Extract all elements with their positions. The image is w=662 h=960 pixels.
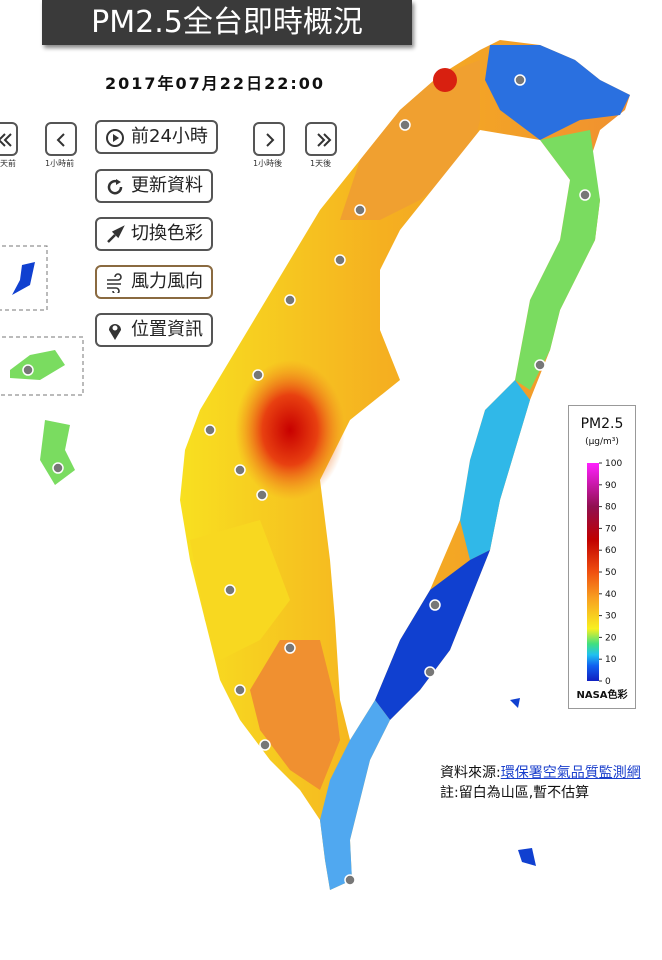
- matsu-box: [0, 245, 48, 311]
- hotspot-north: [433, 68, 457, 92]
- mountain-white: [320, 130, 570, 740]
- legend-tick-label: 10: [605, 655, 617, 665]
- nav-next-day[interactable]: [305, 122, 337, 156]
- east-green: [515, 130, 600, 390]
- button-label: 風力風向: [131, 271, 203, 292]
- button-label: 切換色彩: [131, 223, 203, 244]
- nav-next-hour[interactable]: [253, 122, 285, 156]
- past-24h-button[interactable]: 前24小時: [95, 120, 218, 154]
- nav-label: 1天後: [310, 159, 332, 168]
- nav-label: 天前: [0, 159, 16, 168]
- legend-tick-label: 100: [605, 459, 622, 469]
- nav-label: 1小時後: [253, 159, 283, 168]
- islands-box: [0, 336, 84, 396]
- legend-tick-label: 0: [605, 677, 611, 687]
- east-cyan: [460, 380, 530, 560]
- legend-tick-label: 90: [605, 481, 617, 491]
- timestamp: 2017年07月22日22:00: [105, 74, 325, 93]
- icon: [106, 129, 124, 147]
- south-lightblue: [320, 700, 390, 890]
- button-label: 更新資料: [131, 175, 203, 196]
- legend-tick-label: 50: [605, 568, 617, 578]
- icon: [0, 133, 12, 147]
- source: 資料來源:環保署空氣品質監測網: [440, 762, 641, 782]
- southeast-blue: [375, 550, 490, 720]
- legend-tick-label: 40: [605, 590, 617, 600]
- icon: [107, 225, 125, 243]
- southwest-yellow: [190, 520, 290, 660]
- location-button[interactable]: 位置資訊: [95, 313, 213, 347]
- refresh-button[interactable]: 更新資料: [95, 169, 213, 203]
- stations: [22, 74, 591, 886]
- kinmen: [10, 350, 65, 380]
- color-bar: [587, 463, 599, 681]
- wind-button[interactable]: 風力風向: [95, 265, 213, 299]
- northeast-blue: [485, 45, 630, 140]
- nav-back-hour[interactable]: [45, 122, 77, 156]
- legend-tick-label: 30: [605, 612, 617, 622]
- south-orange: [250, 640, 340, 790]
- legend-title: PM2.5: [581, 416, 624, 432]
- button-label: 前24小時: [131, 126, 208, 147]
- nav-label: 1小時前: [45, 159, 75, 168]
- legend-tick-label: 60: [605, 546, 617, 556]
- note: 註:留白為山區,暫不估算: [440, 785, 590, 801]
- legend-tick-label: 70: [605, 524, 617, 534]
- source-label: 資料來源:: [440, 765, 501, 781]
- icon: [107, 179, 123, 195]
- icon: [56, 133, 65, 147]
- legend-tick-label: 20: [605, 633, 617, 643]
- penghu: [40, 420, 75, 485]
- title: PM2.5全台即時概況: [42, 0, 412, 45]
- hotspot: [235, 360, 345, 500]
- legend-tick-label: 80: [605, 503, 617, 513]
- icon: [317, 133, 332, 147]
- legend-unit: (μg/m³): [585, 437, 619, 447]
- legend-scheme: NASA色彩: [576, 688, 627, 701]
- icon: [266, 133, 275, 147]
- matsu: [12, 262, 35, 295]
- source-link[interactable]: 環保署空氣品質監測網: [500, 765, 641, 781]
- icon: [107, 273, 122, 293]
- color-button[interactable]: 切換色彩: [95, 217, 213, 251]
- button-label: 位置資訊: [131, 319, 203, 340]
- nav-back-day[interactable]: [0, 122, 18, 156]
- legend: PM2.5 (μg/m³) 100 90 80 70 60 50 40 30 20 10 0 NAS…: [568, 405, 636, 709]
- icon: [109, 324, 121, 340]
